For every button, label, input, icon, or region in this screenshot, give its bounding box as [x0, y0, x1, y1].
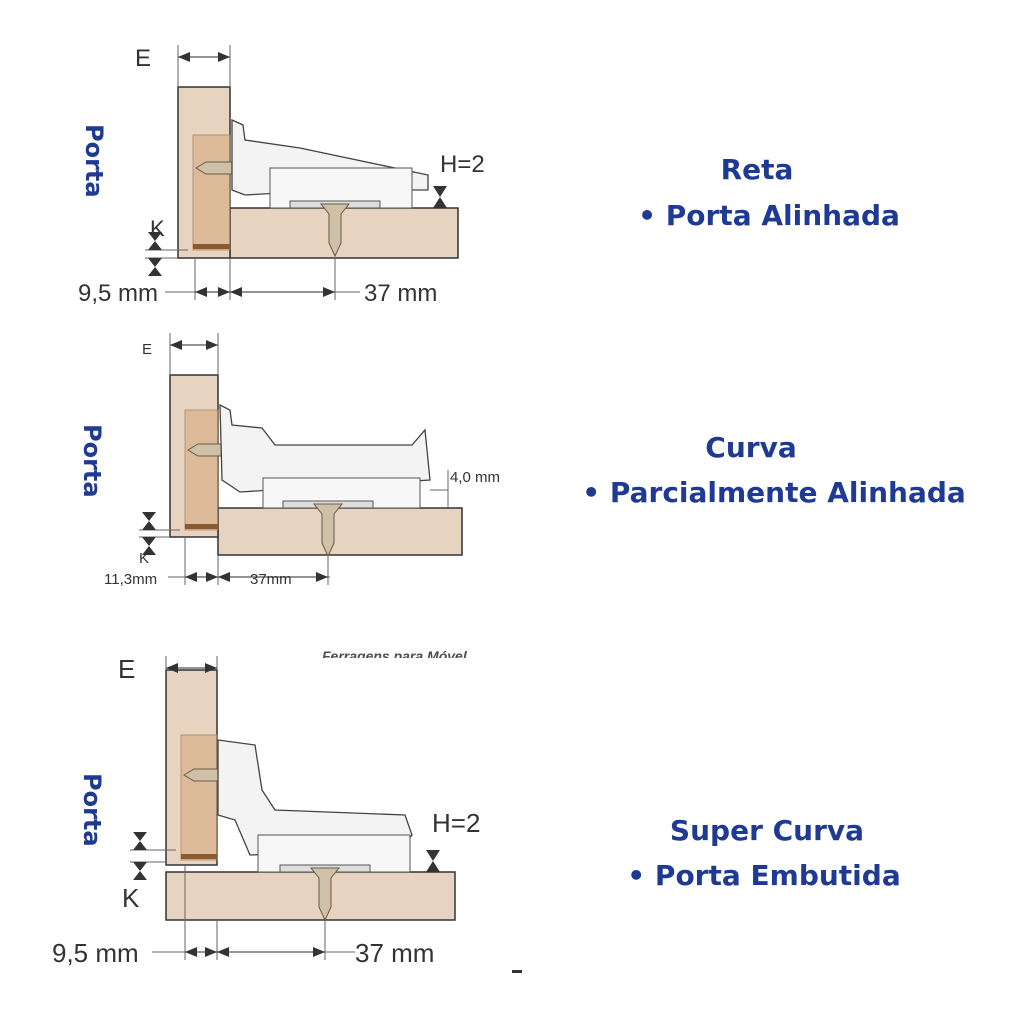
- dim-right: 37 mm: [364, 280, 437, 307]
- arrowhead: [218, 287, 230, 297]
- arrowhead: [230, 287, 242, 297]
- cabinet-panel: [217, 507, 463, 556]
- arrowhead: [217, 947, 229, 957]
- dim-right: 37 mm: [355, 938, 434, 968]
- cup-edge: [185, 524, 218, 529]
- dim-h: H=2: [440, 151, 485, 178]
- dim-k: K: [139, 550, 149, 567]
- arrowhead: [185, 572, 197, 582]
- dim-left: 9,5 mm: [52, 938, 139, 968]
- diagram-curva: [139, 333, 463, 585]
- dim-e: E: [118, 654, 135, 684]
- arrowhead: [218, 52, 230, 62]
- dim-left: 11,3mm: [104, 571, 157, 588]
- arrowhead: [178, 52, 190, 62]
- hinge-type-subtitle: • Porta Embutida: [627, 859, 901, 892]
- arrowhead: [206, 572, 218, 582]
- hinge-arm: [219, 403, 431, 493]
- diagram-reta: [145, 45, 459, 300]
- arrowhead: [170, 340, 182, 350]
- hinge-type-title: Reta: [720, 153, 794, 186]
- gap-marker: [142, 537, 156, 555]
- plate-screw: [309, 867, 341, 922]
- gap-marker: [148, 258, 162, 276]
- watermark: Ferragens para Móvel: [322, 648, 467, 658]
- diagram-super-curva: [130, 656, 456, 960]
- cabinet-panel: [229, 207, 459, 259]
- dim-h: 4,0 mm: [450, 469, 500, 486]
- porta-label: Porta: [80, 124, 108, 198]
- hinge-type-title: Curva: [705, 431, 797, 464]
- arrowhead: [316, 572, 328, 582]
- porta-label: Porta: [78, 773, 106, 847]
- arrowhead: [205, 663, 217, 673]
- arrowhead: [313, 947, 325, 957]
- arrowhead: [205, 947, 217, 957]
- hinge-type-subtitle: • Parcialmente Alinhada: [582, 476, 966, 509]
- cup-edge: [181, 854, 217, 859]
- hinge-type-subtitle: • Porta Alinhada: [638, 199, 900, 232]
- arrowhead: [185, 947, 197, 957]
- dim-left: 9,5 mm: [78, 280, 158, 307]
- gap-marker: [433, 186, 447, 208]
- dim-k: K: [150, 216, 165, 241]
- stray-mark: [512, 970, 522, 973]
- porta-label: Porta: [78, 424, 106, 498]
- gap-marker: [133, 862, 147, 880]
- hinge-arm: [217, 739, 413, 856]
- arrowhead: [206, 340, 218, 350]
- hinge-type-title: Super Curva: [669, 814, 865, 847]
- arrowhead: [166, 663, 178, 673]
- dim-h: H=2: [432, 808, 480, 838]
- dim-k: K: [122, 883, 140, 913]
- gap-marker: [148, 232, 162, 250]
- dim-e: E: [135, 45, 151, 72]
- gap-marker: [142, 512, 156, 530]
- dim-right: 37mm: [250, 571, 292, 588]
- arrowhead: [323, 287, 335, 297]
- gap-marker: [133, 832, 147, 850]
- cabinet-panel: [165, 871, 456, 921]
- plate-screw: [312, 503, 344, 558]
- arrowhead: [195, 287, 207, 297]
- gap-marker: [426, 850, 440, 872]
- arrowhead: [218, 572, 230, 582]
- cup-edge: [193, 244, 230, 249]
- hinge-cup: [184, 409, 219, 531]
- hinge-cup: [180, 734, 218, 861]
- plate-screw: [319, 203, 351, 258]
- hinge-cup: [192, 134, 231, 251]
- dim-e: E: [142, 341, 152, 358]
